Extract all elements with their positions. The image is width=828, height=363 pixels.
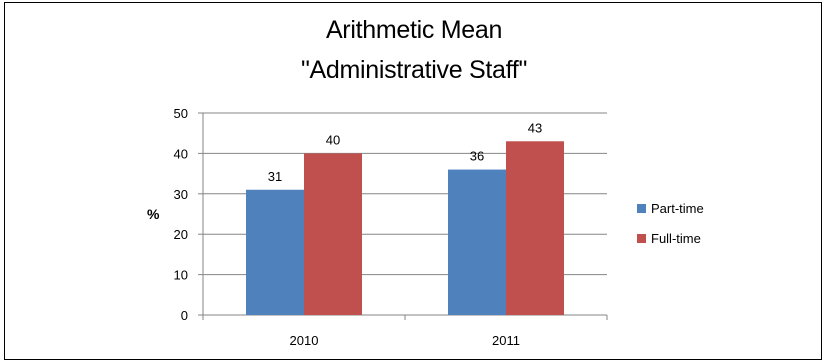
legend-label-part-time: Part-time (651, 201, 704, 216)
legend-swatch-part-time (637, 204, 646, 213)
data-labels: 31 40 36 43 (268, 120, 542, 183)
legend: Part-time Full-time (637, 201, 704, 246)
y-tick-label-40: 40 (174, 146, 188, 161)
y-tick-label-30: 30 (174, 187, 188, 202)
legend-label-full-time: Full-time (651, 231, 701, 246)
legend-swatch-full-time (637, 234, 646, 243)
data-label-full-time-2011: 43 (528, 120, 542, 135)
chart-title: Arithmetic Mean (325, 16, 503, 44)
bar-full-time-2010 (304, 153, 362, 315)
y-tick-label-0: 0 (181, 308, 188, 323)
chart-subtitle: "Administrative Staff" (300, 56, 528, 84)
bar-part-time-2010 (246, 189, 304, 315)
data-label-part-time-2011: 36 (470, 149, 484, 164)
bar-full-time-2011 (506, 141, 564, 315)
x-tick-label-2010: 2010 (290, 333, 319, 348)
x-tick-label-2011: 2011 (492, 333, 520, 348)
bar-part-time-2011 (448, 169, 506, 315)
data-label-part-time-2010: 31 (268, 169, 282, 184)
data-label-full-time-2010: 40 (326, 132, 340, 147)
y-tick-label-20: 20 (174, 227, 188, 242)
y-axis-label: % (147, 206, 160, 222)
y-tick-label-50: 50 (174, 106, 188, 121)
chart-frame (4, 2, 822, 360)
bars (246, 141, 564, 315)
y-tick-label-10: 10 (174, 268, 188, 283)
